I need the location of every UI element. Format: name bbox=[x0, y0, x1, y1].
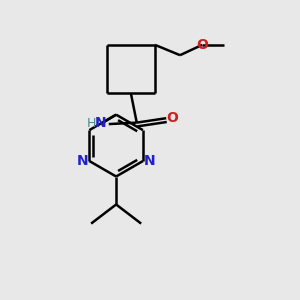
Text: O: O bbox=[167, 111, 178, 125]
Text: H: H bbox=[86, 117, 96, 130]
Text: N: N bbox=[144, 154, 155, 168]
Text: N: N bbox=[77, 154, 89, 168]
Text: O: O bbox=[196, 38, 208, 52]
Text: N: N bbox=[95, 116, 106, 130]
